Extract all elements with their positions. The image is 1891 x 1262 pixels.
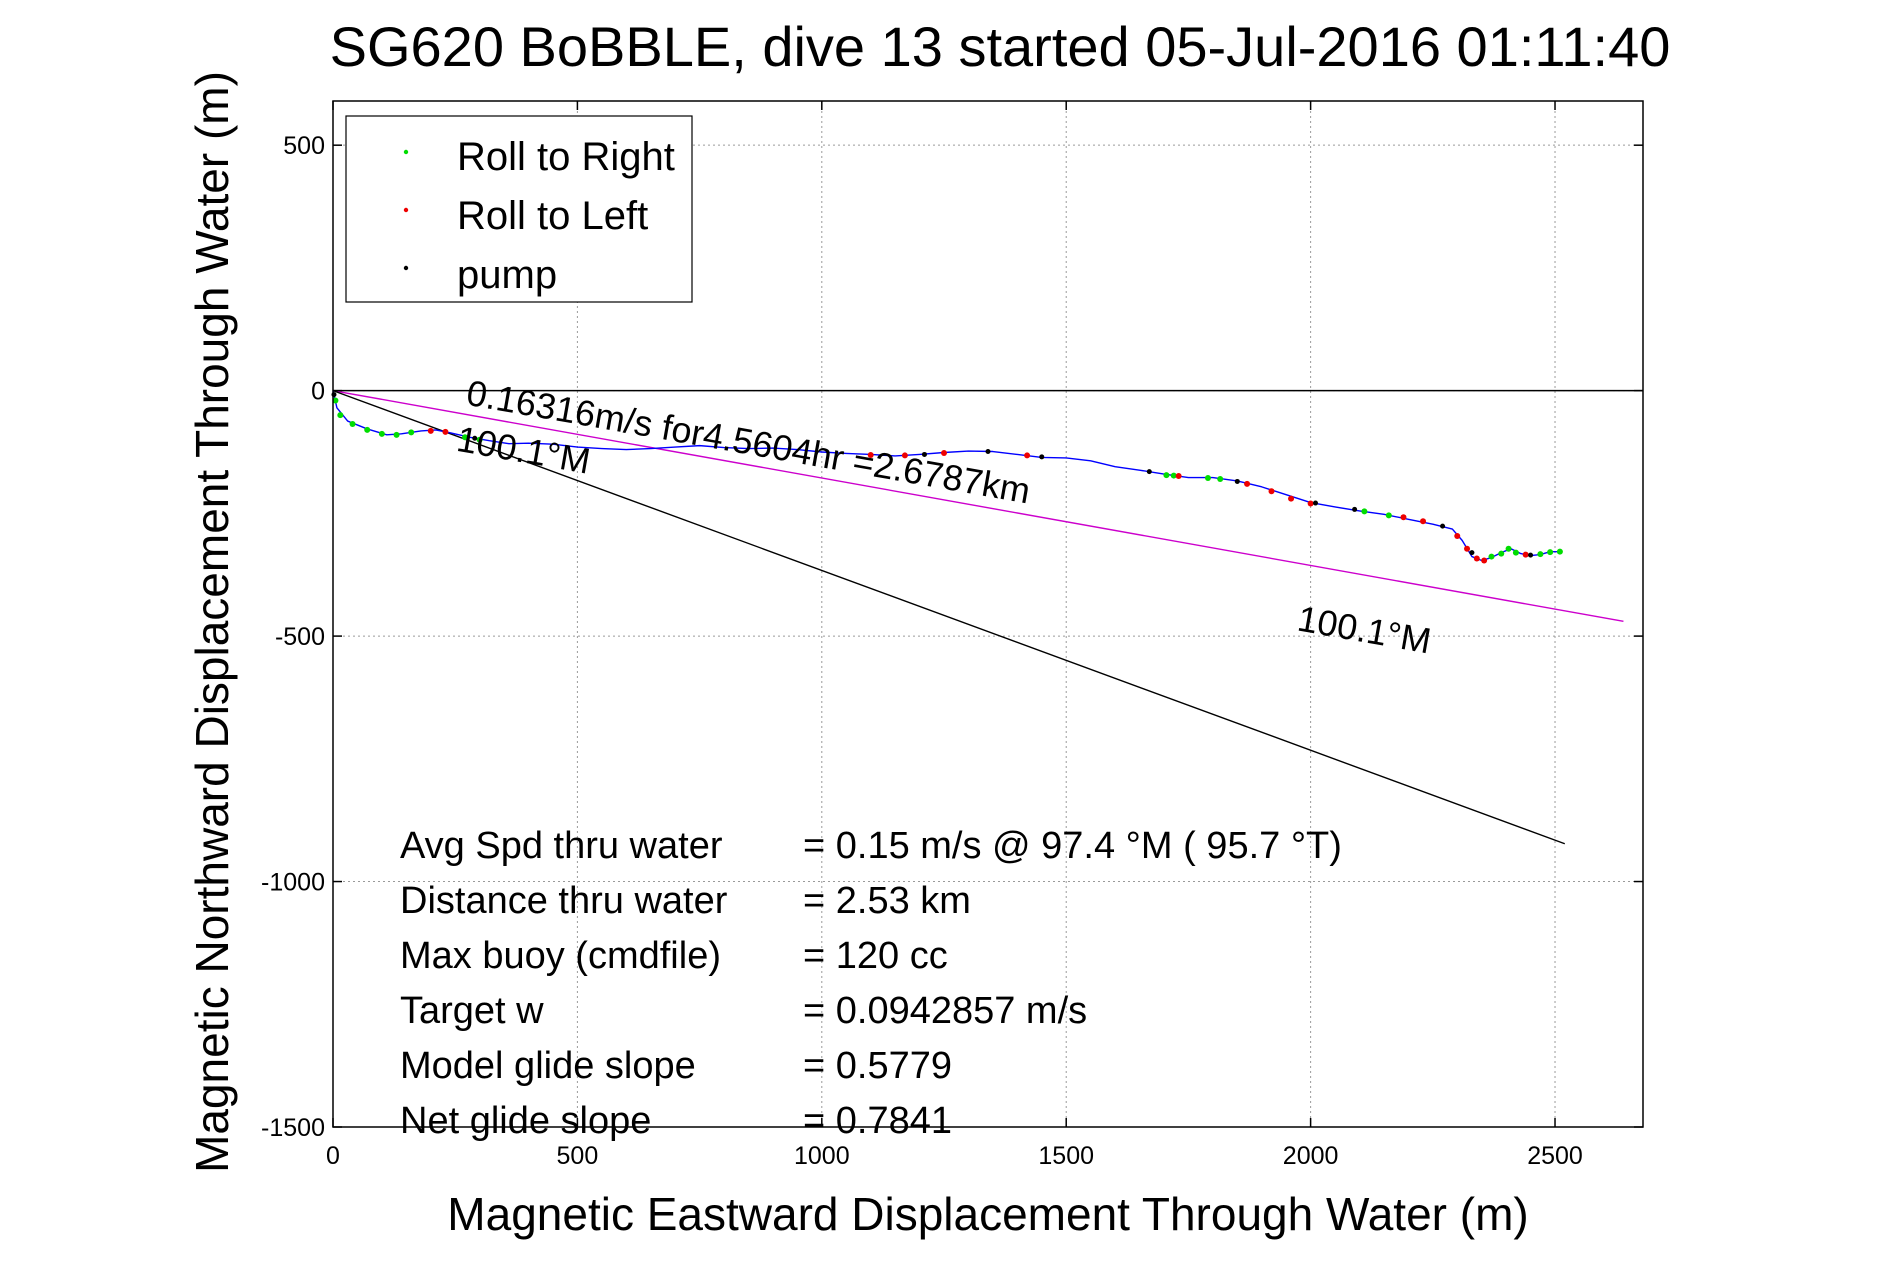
x-tick-label: 0 — [326, 1142, 340, 1170]
legend-box — [345, 115, 693, 303]
x-tick-label: 2000 — [1283, 1142, 1339, 1170]
plot-frame — [332, 100, 1644, 1128]
stat-value-avg-speed: = 0.15 m/s @ 97.4 °M ( 95.7 °T) — [803, 825, 1342, 867]
x-tick-label: 1000 — [794, 1142, 850, 1170]
roll-right-point — [393, 431, 400, 438]
x-axis-label: Magnetic Eastward Displacement Through W… — [447, 1188, 1528, 1240]
roll-right-point — [337, 412, 344, 419]
roll-left-point — [427, 427, 434, 434]
pump-point — [1146, 469, 1152, 475]
roll-right-point — [332, 397, 339, 404]
legend-label-pump: pump — [457, 253, 557, 297]
stat-label-target-w: Target w — [400, 990, 544, 1032]
legend-label-roll-left: Roll to Left — [457, 194, 648, 238]
pump-point — [921, 451, 927, 457]
pump-point — [1234, 478, 1240, 484]
roll-left-point — [1244, 480, 1251, 487]
roll-right-point — [378, 430, 385, 437]
roll-right-point — [1488, 553, 1495, 560]
x-tick-label: 1500 — [1038, 1142, 1094, 1170]
roll-right-point — [349, 421, 356, 428]
stat-value-model-glide: = 0.5779 — [803, 1045, 952, 1087]
roll-right-point — [1163, 472, 1170, 479]
roll-right-point — [1547, 549, 1554, 556]
roll-right-point — [1217, 476, 1224, 482]
roll-right-point — [1204, 475, 1211, 482]
roll-right-point — [1498, 550, 1505, 557]
pump-point — [472, 435, 478, 441]
dive-track — [332, 390, 1560, 562]
roll-left-point — [1175, 473, 1182, 480]
roll-right-point — [1556, 548, 1563, 555]
y-axis-label: Magnetic Northward Displacement Through … — [186, 71, 238, 1173]
y-tick-label: -1500 — [261, 1114, 325, 1142]
stats-block: Avg Spd thru water = 0.15 m/s @ 97.4 °M … — [400, 825, 1342, 1142]
roll-right-point — [1385, 512, 1392, 519]
reference-line-2 — [332, 389, 1566, 845]
legend: Roll to Right Roll to Left pump — [345, 115, 693, 303]
roll-left-point — [1024, 452, 1031, 459]
y-tick-label: 500 — [283, 132, 325, 160]
reference-lines — [332, 389, 1624, 845]
y-tick-label: -1000 — [261, 869, 325, 897]
roll-left-point — [442, 428, 449, 435]
data-points — [331, 392, 1563, 564]
stat-label-model-glide: Model glide slope — [400, 1045, 696, 1087]
pump-point — [985, 449, 991, 455]
roll-left-point — [1400, 514, 1407, 521]
legend-label-roll-right: Roll to Right — [457, 135, 675, 179]
roll-left-point — [901, 452, 908, 459]
axis-ticks: 0 500 1000 1500 2000 2500 500 0 -500 -1000 -1500 — [261, 101, 1643, 1170]
x-tick-label: 2500 — [1527, 1142, 1583, 1170]
stat-label-net-glide: Net glide slope — [400, 1100, 651, 1142]
legend-marker-pump — [403, 265, 409, 271]
roll-right-point — [364, 426, 371, 433]
y-tick-label: 0 — [311, 378, 325, 406]
roll-right-point — [476, 436, 483, 443]
roll-left-point — [1464, 545, 1471, 552]
roll-left-point — [1481, 557, 1488, 564]
pump-point — [331, 392, 337, 398]
legend-marker-roll-left — [403, 207, 409, 213]
stat-value-net-glide: = 0.7841 — [803, 1100, 952, 1142]
roll-left-point — [941, 449, 948, 456]
stat-value-distance: = 2.53 km — [803, 880, 971, 922]
stat-label-max-buoy: Max buoy (cmdfile) — [400, 935, 721, 977]
roll-right-point — [408, 429, 415, 436]
roll-right-point — [1361, 508, 1368, 515]
pump-point — [1313, 500, 1318, 506]
pump-point — [1440, 523, 1446, 529]
roll-left-point — [867, 451, 874, 458]
roll-left-point — [1288, 495, 1295, 502]
reference-line-1 — [332, 389, 1624, 623]
roll-left-point — [1473, 555, 1480, 562]
track-line — [332, 390, 1560, 562]
stat-label-avg-speed: Avg Spd thru water — [400, 825, 723, 867]
roll-right-point — [1512, 549, 1519, 556]
roll-left-point — [1522, 551, 1529, 558]
roll-right-point — [1505, 545, 1512, 552]
roll-right-point — [1537, 551, 1544, 558]
pump-point — [1039, 454, 1045, 460]
roll-right-point — [461, 434, 468, 441]
roll-right-point — [1170, 472, 1177, 479]
stat-value-target-w: = 0.0942857 m/s — [803, 990, 1087, 1032]
pump-point — [1528, 552, 1534, 558]
pump-point — [1469, 550, 1475, 556]
x-tick-label: 500 — [557, 1142, 599, 1170]
roll-left-point — [1307, 500, 1314, 507]
roll-left-point — [1420, 518, 1427, 525]
stat-label-distance: Distance thru water — [400, 880, 728, 922]
chart-title: SG620 BoBBLE, dive 13 started 05-Jul-201… — [330, 15, 1671, 78]
stat-value-max-buoy: = 120 cc — [803, 935, 948, 977]
roll-left-point — [1268, 488, 1275, 495]
y-tick-label: -500 — [275, 623, 325, 651]
roll-left-point — [1454, 532, 1461, 539]
legend-marker-roll-right — [403, 149, 409, 155]
pump-point — [1352, 506, 1358, 512]
